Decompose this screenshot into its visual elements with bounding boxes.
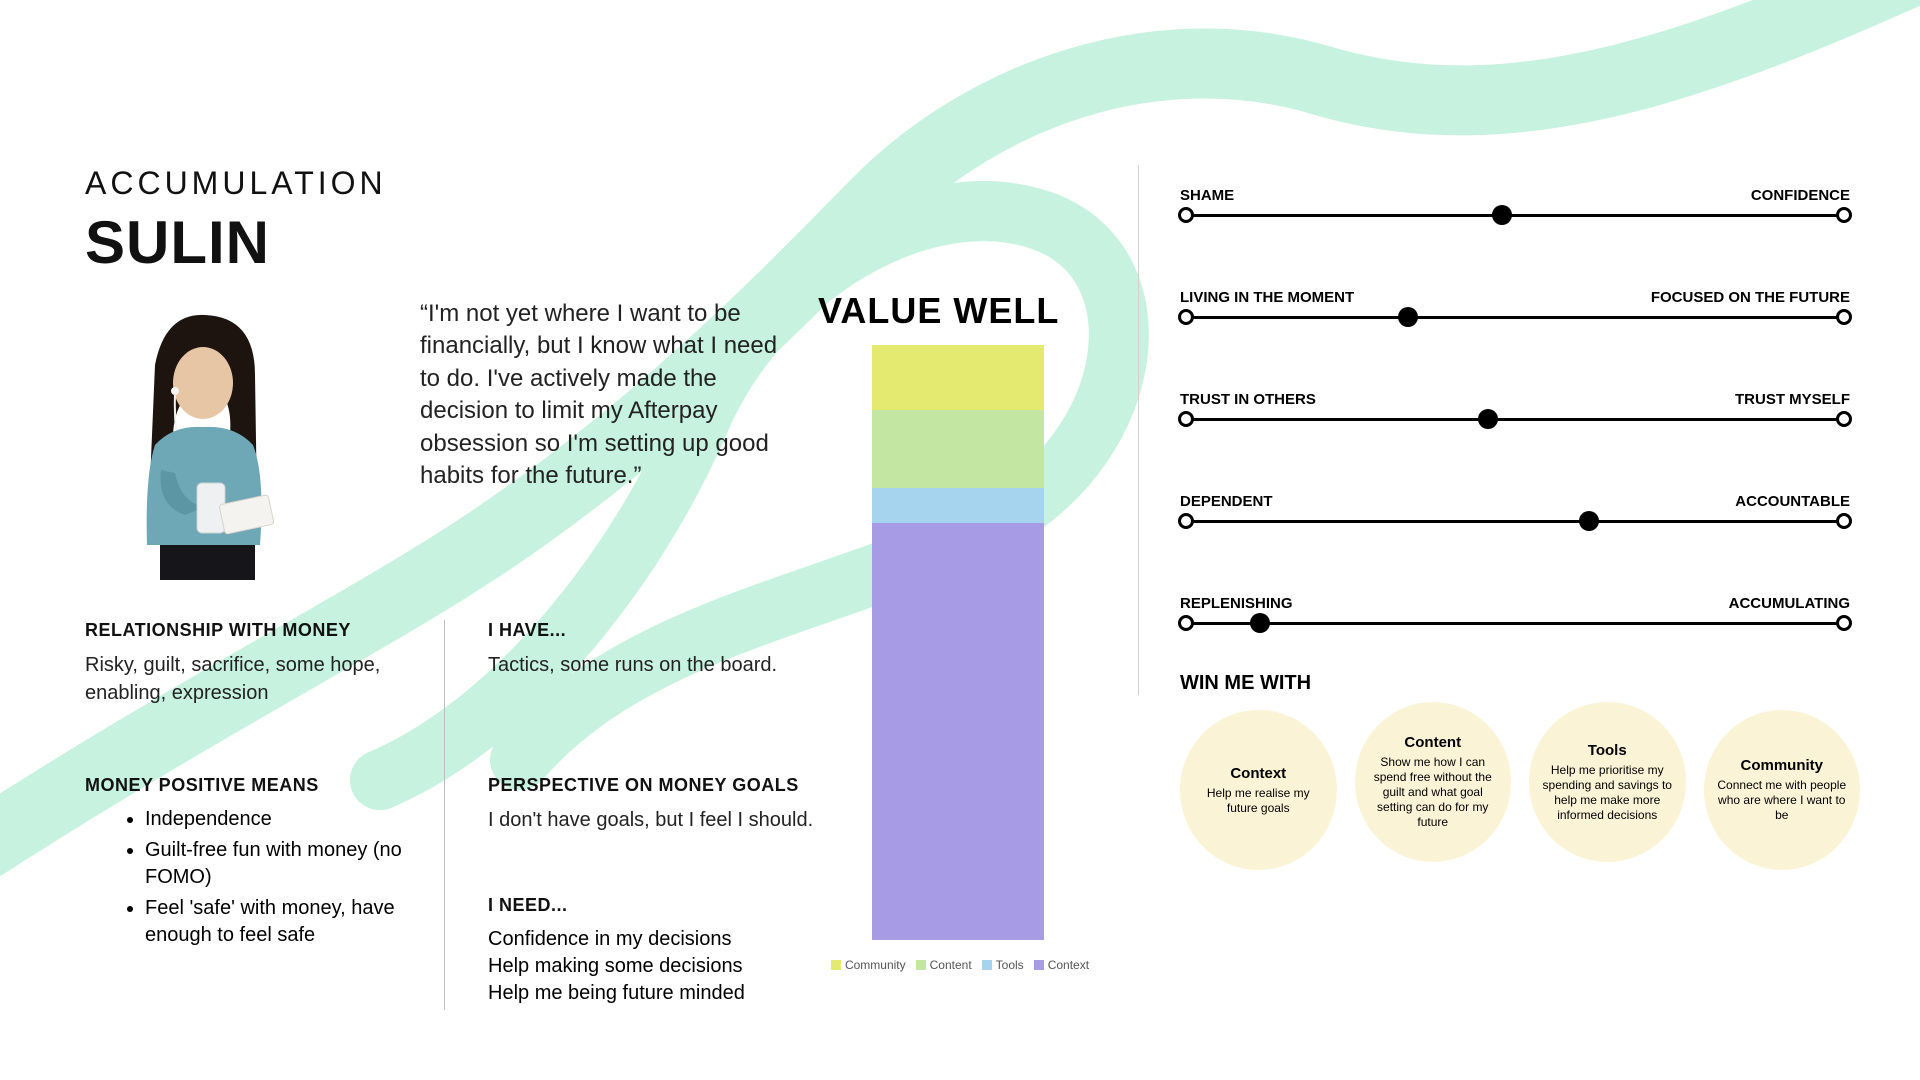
win-me-with-content: Content Show me how I can spend free wit… bbox=[1355, 702, 1512, 862]
win-me-with-tools: Tools Help me prioritise my spending and… bbox=[1529, 702, 1686, 862]
slider-label-left: TRUST IN OTHERS bbox=[1180, 391, 1316, 408]
slider-endpoint-right bbox=[1836, 411, 1852, 427]
value-well-segment-tools bbox=[872, 488, 1044, 524]
value-well-segment-content bbox=[872, 410, 1044, 487]
list-item: Guilt-free fun with money (no FOMO) bbox=[145, 837, 425, 891]
slider-label-left: REPLENISHING bbox=[1180, 595, 1293, 612]
circle-desc: Help me realise my future goals bbox=[1192, 786, 1325, 816]
slider-row: LIVING IN THE MOMENT FOCUSED ON THE FUTU… bbox=[1180, 282, 1850, 354]
heading: PERSPECTIVE ON MONEY GOALS bbox=[488, 775, 828, 796]
value-well-segment-context bbox=[872, 523, 1044, 940]
slider-endpoint-right bbox=[1836, 513, 1852, 529]
slider-endpoint-left bbox=[1178, 513, 1194, 529]
slider-track bbox=[1180, 214, 1850, 217]
persona-category: ACCUMULATION bbox=[85, 165, 387, 202]
heading: RELATIONSHIP WITH MONEY bbox=[85, 620, 405, 641]
slider-endpoint-left bbox=[1178, 207, 1194, 223]
win-me-with-row: Context Help me realise my future goalsC… bbox=[1180, 710, 1860, 870]
persona-quote: “I'm not yet where I want to be financia… bbox=[420, 298, 800, 492]
slider-row: TRUST IN OTHERS TRUST MYSELF bbox=[1180, 384, 1850, 456]
slider-marker bbox=[1579, 511, 1599, 531]
circle-desc: Connect me with people who are where I w… bbox=[1716, 778, 1849, 823]
slider-marker bbox=[1398, 307, 1418, 327]
attribute-sliders: SHAME CONFIDENCE LIVING IN THE MOMENT FO… bbox=[1180, 180, 1850, 690]
slider-label-right: TRUST MYSELF bbox=[1735, 391, 1850, 408]
persona-name: SULIN bbox=[85, 208, 270, 277]
heading: MONEY POSITIVE MEANS bbox=[85, 775, 425, 796]
circle-title: Content bbox=[1404, 734, 1461, 751]
section-i-have: I HAVE... Tactics, some runs on the boar… bbox=[488, 620, 808, 679]
legend-item: Content bbox=[916, 958, 972, 972]
circle-desc: Show me how I can spend free without the… bbox=[1367, 755, 1500, 830]
win-me-with-heading: WIN ME WITH bbox=[1180, 672, 1311, 695]
slider-track bbox=[1180, 316, 1850, 319]
bullet-list: Independence Guilt-free fun with money (… bbox=[85, 806, 425, 949]
circle-title: Context bbox=[1230, 765, 1286, 782]
value-well-title: VALUE WELL bbox=[818, 290, 1059, 332]
circle-desc: Help me prioritise my spending and savin… bbox=[1541, 763, 1674, 823]
circle-title: Tools bbox=[1588, 742, 1627, 759]
slider-track bbox=[1180, 622, 1850, 625]
legend-item: Context bbox=[1034, 958, 1089, 972]
slider-row: REPLENISHING ACCUMULATING bbox=[1180, 588, 1850, 660]
slider-marker bbox=[1478, 409, 1498, 429]
slider-track bbox=[1180, 520, 1850, 523]
slider-endpoint-left bbox=[1178, 411, 1194, 427]
slider-label-left: DEPENDENT bbox=[1180, 493, 1273, 510]
body: Tactics, some runs on the board. bbox=[488, 651, 808, 679]
legend-item: Tools bbox=[982, 958, 1024, 972]
column-divider bbox=[444, 620, 445, 1010]
slider-endpoint-right bbox=[1836, 309, 1852, 325]
persona-avatar bbox=[115, 305, 290, 580]
slider-track bbox=[1180, 418, 1850, 421]
heading: I NEED... bbox=[488, 895, 828, 916]
win-me-with-context: Context Help me realise my future goals bbox=[1180, 710, 1337, 870]
value-well-bar bbox=[872, 345, 1044, 940]
body: Risky, guilt, sacrifice, some hope, enab… bbox=[85, 651, 405, 707]
slider-label-right: CONFIDENCE bbox=[1751, 187, 1850, 204]
slider-label-right: ACCUMULATING bbox=[1729, 595, 1850, 612]
list-item: Independence bbox=[145, 806, 425, 833]
section-perspective: PERSPECTIVE ON MONEY GOALS I don't have … bbox=[488, 775, 828, 834]
circle-title: Community bbox=[1741, 757, 1824, 774]
persona-slide: { "header": { "subtitle": "ACCUMULATION"… bbox=[0, 0, 1920, 1080]
slider-endpoint-right bbox=[1836, 615, 1852, 631]
section-relationship-with-money: RELATIONSHIP WITH MONEY Risky, guilt, sa… bbox=[85, 620, 405, 707]
slider-label-left: LIVING IN THE MOMENT bbox=[1180, 289, 1354, 306]
slider-endpoint-left bbox=[1178, 615, 1194, 631]
section-i-need: I NEED... Confidence in my decisions Hel… bbox=[488, 895, 828, 1007]
slider-label-right: FOCUSED ON THE FUTURE bbox=[1651, 289, 1850, 306]
slider-marker bbox=[1250, 613, 1270, 633]
legend-item: Community bbox=[831, 958, 906, 972]
body: I don't have goals, but I feel I should. bbox=[488, 806, 828, 834]
slider-label-right: ACCOUNTABLE bbox=[1735, 493, 1850, 510]
section-money-positive-means: MONEY POSITIVE MEANS Independence Guilt-… bbox=[85, 775, 425, 953]
value-well-segment-community bbox=[872, 345, 1044, 410]
slider-marker bbox=[1492, 205, 1512, 225]
slider-row: DEPENDENT ACCOUNTABLE bbox=[1180, 486, 1850, 558]
line: Confidence in my decisions bbox=[488, 926, 828, 953]
right-column-divider bbox=[1138, 165, 1139, 695]
slider-label-left: SHAME bbox=[1180, 187, 1234, 204]
win-me-with-community: Community Connect me with people who are… bbox=[1704, 710, 1861, 870]
line: Help me being future minded bbox=[488, 980, 828, 1007]
slider-endpoint-left bbox=[1178, 309, 1194, 325]
slider-row: SHAME CONFIDENCE bbox=[1180, 180, 1850, 252]
value-well-legend: Community Content Tools Context bbox=[830, 958, 1090, 972]
line: Help making some decisions bbox=[488, 953, 828, 980]
list-item: Feel 'safe' with money, have enough to f… bbox=[145, 895, 425, 949]
heading: I HAVE... bbox=[488, 620, 808, 641]
slider-endpoint-right bbox=[1836, 207, 1852, 223]
